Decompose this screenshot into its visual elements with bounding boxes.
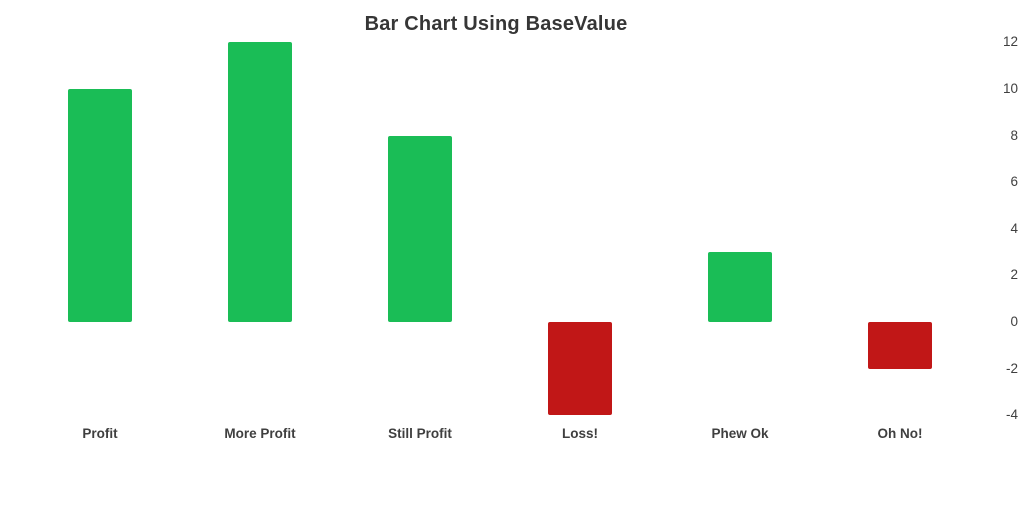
x-axis-label: Profit: [82, 426, 118, 441]
bar-still-profit[interactable]: [388, 135, 452, 322]
x-axis-label: Phew Ok: [711, 426, 769, 441]
bar-phew-ok[interactable]: [708, 252, 772, 322]
x-axis-label: Oh No!: [877, 426, 923, 441]
x-axis-label: Loss!: [561, 426, 598, 441]
bar-more-profit[interactable]: [228, 42, 292, 322]
y-axis-tick: 2: [1010, 267, 1018, 283]
y-axis-tick: 12: [1002, 34, 1018, 50]
y-axis-tick: 4: [1010, 220, 1018, 236]
y-axis-tick: 0: [1010, 314, 1018, 329]
y-axis-tick: 8: [1010, 127, 1018, 143]
y-axis-tick: -2: [1005, 360, 1018, 376]
y-axis-tick: 6: [1010, 174, 1018, 190]
bar-loss[interactable]: [548, 322, 612, 416]
x-axis-label: More Profit: [224, 426, 296, 441]
y-axis-tick: -4: [1005, 407, 1018, 423]
x-axis-label: Still Profit: [388, 426, 452, 441]
y-axis-tick: 10: [1002, 81, 1018, 96]
bar-profit[interactable]: [68, 89, 132, 322]
chart-title: Bar Chart Using BaseValue: [364, 13, 628, 35]
bar-oh-no[interactable]: [868, 322, 932, 369]
